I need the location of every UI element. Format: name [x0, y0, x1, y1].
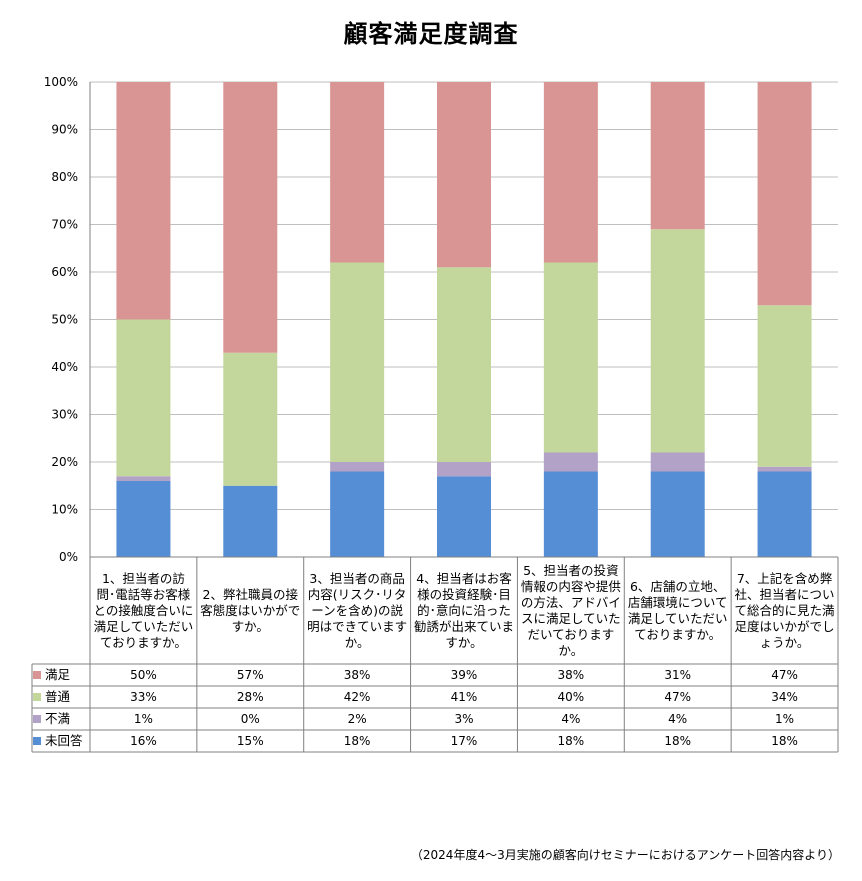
legend-label: 普通 [45, 689, 71, 704]
data-label: 28% [236, 690, 264, 704]
bar-segment-3 [116, 476, 171, 481]
data-label: 31% [664, 668, 692, 682]
bar-segment-3 [757, 466, 812, 472]
y-tick-label: 50% [51, 313, 78, 327]
y-tick-label: 40% [51, 360, 78, 374]
data-label: 2% [347, 712, 367, 726]
y-tick-label: 0% [59, 550, 78, 564]
legend-swatch [33, 715, 41, 723]
bar-segment-2 [650, 229, 705, 453]
y-tick-label: 80% [51, 170, 78, 184]
bar-segment-4 [437, 476, 491, 557]
data-label: 4% [668, 712, 688, 726]
category-label: 2、弊社職員の接客態度はいかがですか。 [200, 586, 301, 634]
legend-swatch [33, 693, 41, 701]
chart-title: 顧客満足度調査 [343, 20, 519, 48]
bar-segment-2 [543, 262, 598, 453]
data-label: 39% [450, 668, 478, 682]
bar-segment-4 [330, 471, 385, 557]
legend-swatch [33, 737, 41, 745]
bar-segment-2 [757, 305, 812, 467]
data-label: 1% [775, 712, 795, 726]
data-label: 1% [133, 712, 153, 726]
y-tick-label: 90% [51, 123, 78, 137]
bar-segment-4 [116, 481, 171, 557]
bar-segment-2 [116, 319, 171, 477]
bar-segment-3 [330, 462, 385, 472]
legend-entry: 普通 [33, 686, 70, 708]
category-label: 4、担当者はお客様の投資経験･目的･意向に沿った勧誘が出来ていますか。 [413, 570, 514, 650]
legend-entry: 満足 [33, 664, 70, 686]
legend-label: 未回答 [45, 733, 83, 748]
bar-segment-1 [437, 82, 491, 268]
category-label: 6、店舗の立地、店舗環境について満足していただいておりますか。 [627, 578, 728, 642]
bar-segment-4 [223, 485, 278, 557]
y-tick-label: 10% [51, 503, 78, 517]
y-tick-label: 60% [51, 265, 78, 279]
data-label: 18% [557, 734, 585, 748]
data-label: 18% [771, 734, 798, 748]
data-label: 38% [557, 668, 585, 682]
bar-segment-1 [330, 82, 385, 263]
footnote: （2024年度4～3月実施の顧客向けセミナーにおけるアンケート回答内容より） [410, 848, 840, 862]
data-label: 38% [343, 668, 371, 682]
bar-segment-1 [116, 82, 171, 320]
bar-segment-3 [650, 452, 705, 472]
data-label: 4% [561, 712, 581, 726]
data-label: 15% [236, 734, 264, 748]
y-tick-label: 30% [51, 408, 78, 422]
legend-entry: 不満 [33, 708, 70, 730]
category-label: 3、担当者の商品内容(リスク･リターンを含め)の説明はできていますか。 [307, 570, 408, 650]
y-tick-label: 70% [51, 218, 78, 232]
category-label: 5、担当者の投資情報の内容や提供の方法、アドバイスに満足していただいておりますか… [520, 562, 621, 658]
bar-segment-4 [650, 471, 705, 557]
bar-segment-1 [650, 82, 705, 230]
y-tick-label: 100% [44, 75, 78, 89]
data-label: 40% [557, 690, 585, 704]
data-label: 33% [130, 690, 157, 704]
data-label: 34% [771, 690, 798, 704]
legend-swatch [33, 671, 41, 679]
bar-segment-1 [223, 82, 278, 353]
legend-label: 満足 [45, 667, 71, 682]
data-label: 47% [664, 690, 692, 704]
data-label: 41% [450, 690, 478, 704]
category-label: 1、担当者の訪問･電話等お客様との接触度合いに満足していただいておりますか。 [93, 570, 194, 650]
bar-segment-4 [757, 471, 812, 557]
legend-label: 不満 [45, 711, 71, 726]
data-label: 3% [454, 712, 474, 726]
y-tick-label: 20% [51, 455, 78, 469]
data-label: 42% [343, 690, 371, 704]
bar-segment-3 [437, 462, 491, 477]
bar-segment-1 [543, 82, 598, 263]
legend-entry: 未回答 [33, 730, 83, 752]
data-label: 16% [130, 734, 157, 748]
data-label: 50% [130, 668, 157, 682]
bar-segment-3 [543, 452, 598, 472]
data-label: 18% [664, 734, 692, 748]
data-label: 18% [343, 734, 371, 748]
category-label: 7、上記を含め弊社、担当者について総合的に見た満足度はいかがでしょうか。 [734, 570, 835, 650]
bar-segment-2 [437, 267, 491, 462]
bar-segment-2 [330, 262, 385, 462]
data-label: 17% [450, 734, 478, 748]
data-label: 57% [236, 668, 264, 682]
bar-segment-1 [757, 82, 812, 306]
data-label: 0% [240, 712, 260, 726]
data-label: 47% [771, 668, 798, 682]
bar-segment-4 [543, 471, 598, 557]
bar-segment-2 [223, 352, 278, 486]
